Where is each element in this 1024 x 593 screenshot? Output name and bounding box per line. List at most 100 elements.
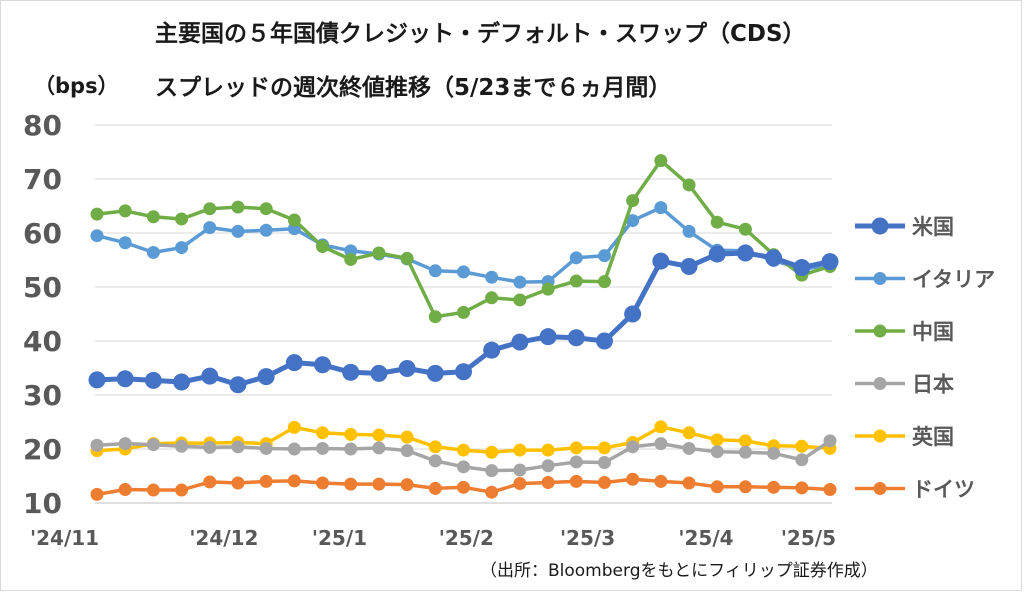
- legend-item: 日本: [855, 373, 954, 397]
- legend-marker: [873, 272, 887, 285]
- data-point: [342, 363, 360, 381]
- data-point: [654, 437, 668, 451]
- data-point: [287, 420, 301, 434]
- data-point: [569, 455, 583, 469]
- legend-label: 英国: [912, 425, 954, 449]
- series-3: [90, 434, 837, 478]
- data-point: [259, 474, 273, 488]
- y-tick-label: 70: [23, 163, 62, 196]
- data-point: [624, 305, 642, 323]
- data-point: [146, 483, 160, 497]
- y-tick-label: 40: [23, 325, 62, 358]
- data-point: [710, 215, 724, 229]
- data-point: [344, 427, 358, 441]
- data-point: [201, 367, 219, 385]
- data-point: [344, 252, 358, 266]
- data-point: [457, 460, 470, 474]
- data-point: [652, 252, 670, 270]
- series-1: [90, 201, 837, 289]
- data-point: [287, 213, 301, 227]
- data-point: [541, 443, 555, 457]
- data-point: [118, 437, 132, 451]
- legend-item: イタリア: [855, 268, 995, 292]
- data-point: [372, 428, 386, 442]
- y-axis-unit-label: （bps）: [34, 74, 119, 98]
- data-point: [372, 246, 386, 260]
- data-point: [823, 434, 837, 448]
- data-point: [316, 476, 330, 490]
- data-point: [344, 442, 358, 456]
- chart-title-line1: 主要国の５年国債クレジット・デフォルト・スワップ（CDS）: [155, 21, 806, 47]
- data-point: [203, 440, 217, 454]
- data-point: [90, 207, 104, 221]
- data-point: [626, 214, 640, 228]
- data-point: [146, 210, 160, 224]
- data-point: [229, 376, 247, 394]
- data-point: [708, 245, 726, 263]
- data-point: [569, 474, 583, 488]
- data-point: [823, 483, 837, 496]
- series-5: [90, 472, 837, 501]
- data-point: [513, 443, 527, 457]
- data-point: [795, 481, 809, 495]
- data-point: [173, 373, 191, 391]
- data-point: [485, 485, 499, 499]
- legend-item: 英国: [855, 425, 954, 449]
- legend-label: 日本: [912, 373, 954, 397]
- data-point: [767, 480, 781, 494]
- data-point: [400, 251, 414, 265]
- data-point: [428, 454, 442, 468]
- data-point: [90, 487, 104, 501]
- y-tick-labels: 10 20 30 40 50 60 70 80: [23, 109, 62, 520]
- data-point: [287, 474, 301, 488]
- data-point: [597, 275, 611, 289]
- data-point: [738, 445, 752, 459]
- data-point: [597, 249, 611, 263]
- data-point: [513, 477, 527, 491]
- data-point: [541, 282, 555, 296]
- data-point: [793, 259, 811, 277]
- data-point: [511, 333, 529, 351]
- y-tick-label: 20: [23, 433, 62, 466]
- data-point: [175, 439, 189, 453]
- series-0: [88, 244, 839, 394]
- data-point: [738, 434, 752, 448]
- data-point: [682, 476, 696, 490]
- data-point: [485, 270, 499, 284]
- data-point: [513, 275, 527, 289]
- data-point: [654, 474, 668, 488]
- data-point: [485, 291, 499, 305]
- data-point: [259, 202, 273, 216]
- legend-item: 中国: [855, 320, 954, 344]
- data-point: [428, 481, 442, 495]
- data-point: [682, 441, 696, 455]
- data-point: [175, 212, 189, 226]
- data-point: [626, 440, 640, 454]
- legend-marker: [871, 217, 889, 235]
- data-point: [710, 445, 724, 459]
- data-point: [682, 178, 696, 192]
- data-point: [144, 371, 162, 389]
- chart-title-line2: スプレッドの週次終値推移（5/23まで６ヵ月間）: [155, 75, 672, 101]
- data-point: [710, 480, 724, 494]
- data-point: [426, 364, 444, 382]
- data-point: [370, 364, 388, 382]
- data-point: [821, 253, 839, 271]
- legend-item: ドイツ: [855, 478, 975, 502]
- data-point: [259, 441, 273, 455]
- data-point: [118, 204, 132, 218]
- data-point: [90, 438, 104, 452]
- data-point: [316, 441, 330, 455]
- legend-label: イタリア: [912, 268, 995, 292]
- data-point: [118, 483, 132, 496]
- data-point: [654, 154, 668, 168]
- legend-marker: [873, 482, 887, 495]
- series-line: [96, 158, 831, 319]
- data-point: [88, 371, 106, 389]
- legend-label: 中国: [912, 320, 954, 344]
- data-point: [541, 475, 555, 489]
- y-tick-label: 30: [23, 379, 62, 412]
- data-point: [400, 478, 414, 492]
